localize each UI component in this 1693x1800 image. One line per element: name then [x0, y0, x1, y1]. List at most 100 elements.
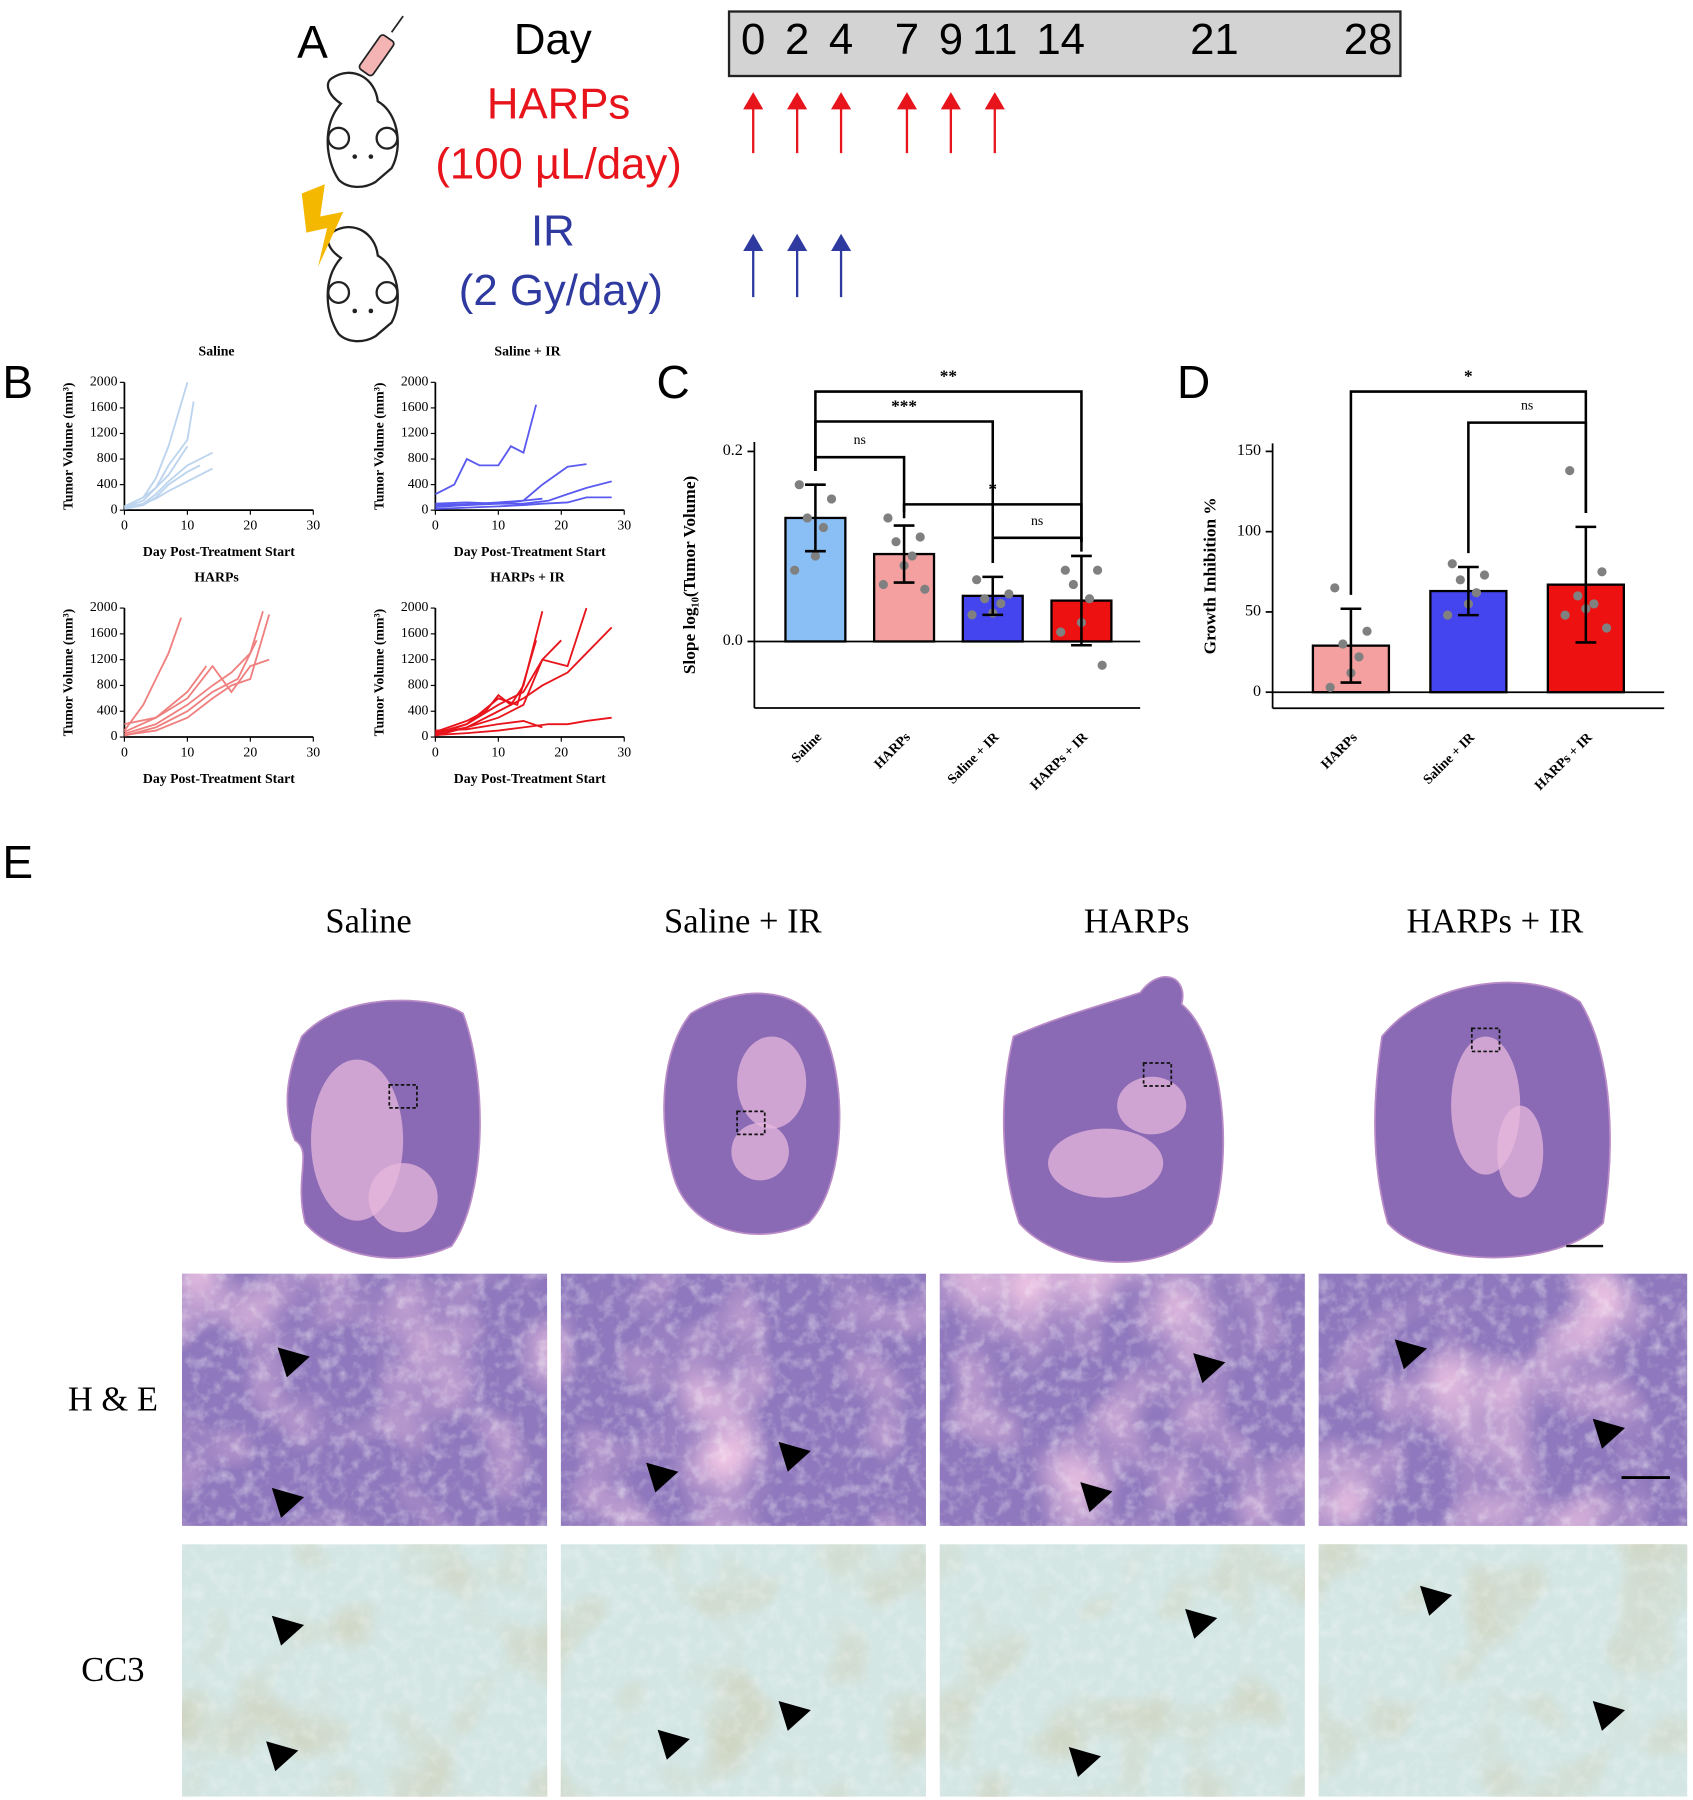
arrowhead	[778, 1700, 811, 1731]
series-line	[124, 658, 270, 726]
data-point	[1471, 588, 1482, 598]
data-point	[1479, 570, 1490, 580]
error-bar	[1458, 565, 1479, 617]
data-point	[1004, 589, 1014, 599]
data-point	[790, 565, 800, 575]
error-bar	[1575, 525, 1597, 644]
column-label: Saline	[325, 903, 411, 941]
data-point	[1560, 610, 1570, 620]
x-tick-label: 0	[121, 517, 128, 532]
y-tick-label: 0	[1253, 683, 1261, 700]
arrowhead	[1068, 1747, 1102, 1777]
y-tick-label: 1200	[401, 651, 429, 666]
day-number: 14	[1036, 15, 1085, 64]
x-tick-label: 30	[306, 744, 320, 759]
arrowhead	[1185, 1608, 1218, 1639]
error-bar	[893, 524, 915, 584]
y-tick-label: 1600	[401, 399, 429, 414]
he-texture	[182, 1273, 548, 1526]
data-point	[967, 610, 977, 620]
ir-dose: (2 Gy/day)	[459, 266, 663, 315]
significance-label: ns	[854, 432, 866, 447]
x-tick-label: 20	[554, 517, 568, 532]
data-point	[1597, 567, 1607, 577]
y-tick-label: 2000	[401, 374, 429, 389]
y-tick-label: 0.0	[723, 632, 743, 649]
y-tick-label: 0	[422, 728, 429, 743]
series-line	[124, 639, 258, 737]
x-tick-label: Saline	[788, 729, 824, 765]
dose-arrow	[896, 92, 918, 154]
significance-label: ns	[1521, 398, 1533, 413]
series-line	[434, 404, 538, 495]
x-tick-label: 30	[617, 517, 631, 532]
data-point	[802, 513, 812, 523]
panel-label: E	[2, 836, 33, 888]
y-tick-label: 50	[1245, 603, 1261, 620]
data-point	[1601, 623, 1612, 633]
panel-label: B	[2, 356, 33, 408]
data-point	[883, 513, 893, 523]
data-point	[1447, 559, 1457, 569]
significance-bracket	[902, 503, 1083, 543]
y-tick-label: 0	[422, 501, 429, 516]
section-region	[1117, 1076, 1187, 1135]
y-axis-label: Tumor Volume (mm³)	[371, 382, 387, 510]
arrowhead	[1193, 1353, 1226, 1384]
ir-label: IR	[531, 206, 575, 255]
series-line	[435, 463, 587, 505]
y-axis-label: Growth Inhibition %	[1201, 497, 1220, 654]
y-tick-label: 400	[408, 702, 429, 717]
x-tick-label: HARPs + IR	[1027, 729, 1091, 793]
chart-title: Saline	[199, 344, 235, 359]
panel-label: C	[656, 356, 689, 408]
data-point	[1565, 466, 1575, 476]
y-tick-label: 100	[1237, 522, 1261, 539]
day-label: Day	[514, 15, 592, 64]
error-bar	[1071, 554, 1092, 647]
data-point	[1097, 660, 1107, 670]
arrowhead	[646, 1462, 679, 1493]
data-point	[1330, 583, 1340, 593]
y-tick-label: 800	[408, 677, 429, 692]
section-region	[731, 1122, 789, 1181]
syringe-needle	[390, 15, 404, 33]
x-tick-label: 20	[243, 744, 257, 759]
series-line	[435, 639, 562, 737]
syringe	[358, 34, 395, 77]
x-axis-label: Day Post-Treatment Start	[454, 771, 606, 786]
day-number: 7	[895, 15, 919, 64]
dose-arrow	[787, 233, 808, 298]
mouse-eye	[352, 154, 358, 159]
significance-bracket	[814, 390, 1083, 543]
x-tick-label: 10	[180, 517, 194, 532]
arrowhead	[271, 1615, 305, 1646]
mouse-ear	[375, 126, 399, 150]
day-number: 21	[1190, 15, 1239, 64]
y-tick-label: 2000	[90, 374, 118, 389]
x-tick-label: Saline + IR	[1420, 729, 1478, 787]
column-label: Saline + IR	[664, 903, 822, 941]
cc3-texture	[182, 1544, 548, 1797]
y-axis-label: Tumor Volume (mm³)	[60, 609, 76, 737]
data-point	[1068, 579, 1078, 590]
tumor-section	[1002, 976, 1225, 1263]
y-tick-label: 1600	[401, 625, 429, 640]
data-point	[920, 584, 930, 594]
mouse-eye	[352, 308, 358, 314]
data-point	[818, 522, 829, 533]
significance-bracket	[991, 536, 1083, 564]
day-number: 28	[1344, 15, 1393, 64]
dose-arrow	[830, 233, 852, 298]
y-tick-label: 1200	[401, 425, 429, 440]
series-line	[435, 607, 588, 735]
dose-arrow	[984, 92, 1005, 154]
mouse-ear	[327, 280, 351, 305]
series-line	[435, 496, 612, 510]
data-point	[1362, 626, 1372, 636]
significance-label: *	[1464, 367, 1473, 386]
x-tick-label: 0	[121, 744, 128, 759]
